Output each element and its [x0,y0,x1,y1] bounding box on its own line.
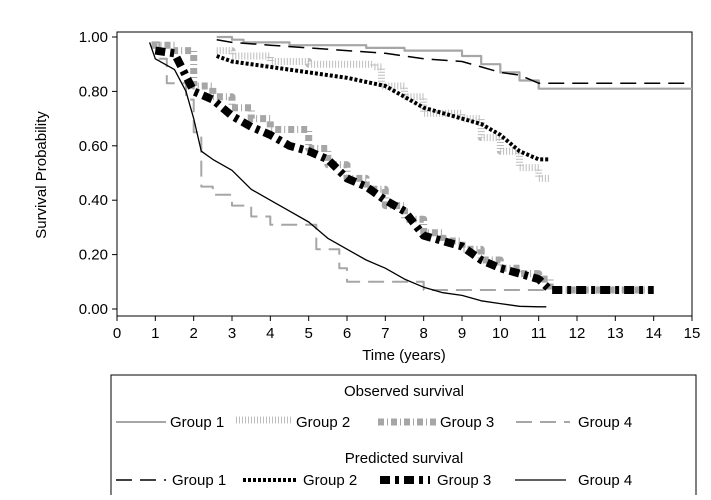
legend-label-observed-group-4: Group 4 [578,414,632,431]
legend-label-predicted-group-2: Group 2 [303,472,357,489]
x-tick-label: 3 [228,325,236,342]
y-tick-label: 1.00 [79,29,108,46]
legend-label-predicted-group-1: Group 1 [172,472,226,489]
legend-label-predicted-group-4: Group 4 [578,472,632,489]
series-line-observed-group-1 [216,35,692,90]
x-tick-label: 4 [266,325,274,342]
plot-area [116,31,693,317]
x-tick-label: 11 [531,325,547,342]
legend-label-predicted-group-3: Group 3 [437,472,491,489]
x-tick-label: 10 [492,325,509,342]
x-tick-label: 1 [151,325,159,342]
series-line-predicted-group-1 [216,38,692,84]
x-tick-label: 14 [645,325,662,342]
x-tick-label: 9 [458,325,466,342]
series-line-predicted-group-2 [216,54,551,162]
legend-predicted-title: Predicted survival [345,450,463,467]
x-tick-label: 15 [684,325,701,342]
legend: Observed survival Predicted survival Gro… [110,374,697,500]
y-tick-label: 0.40 [79,192,108,209]
y-axis-label: Survival Probability [33,111,50,239]
y-tick-label: 0.60 [79,138,108,155]
legend-label-observed-group-2: Group 2 [296,414,350,431]
legend-observed-title: Observed survival [344,383,464,400]
legend-label-observed-group-1: Group 1 [170,414,224,431]
series-line-predicted-group-4 [148,42,547,308]
plot-frame [116,31,693,317]
x-tick-label: 7 [381,325,389,342]
legend-box [110,374,697,500]
legend-label-observed-group-3: Group 3 [440,414,494,431]
x-tick-label: 12 [569,325,586,342]
x-tick-label: 0 [113,325,121,342]
x-tick-label: 5 [304,325,312,342]
x-tick-label: 6 [343,325,351,342]
series-line-observed-group-2 [216,47,551,182]
x-tick-label: 13 [607,325,624,342]
x-tick-label: 8 [419,325,427,342]
y-tick-label: 0.20 [79,247,108,264]
series-layer [148,35,692,308]
y-tick-label: 0.00 [79,301,108,318]
x-tick-label: 2 [189,325,197,342]
y-tick-label: 0.80 [79,83,108,100]
axes-layer: 0 1 2 3 4 5 6 7 8 9 10 11 12 13 14 150.000.200.400.600.… [79,29,701,342]
series-line-predicted-group-3 [154,46,654,294]
x-axis-label: Time (years) [362,347,446,364]
